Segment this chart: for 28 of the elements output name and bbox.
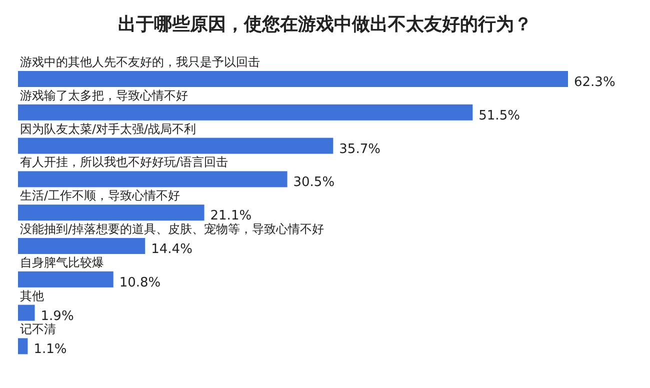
data-label: 1.1% bbox=[34, 342, 67, 358]
bar bbox=[18, 71, 568, 87]
y-tick-label: 有人开挂，所以我也不好好玩/语言回击 bbox=[20, 155, 228, 170]
data-label: 10.8% bbox=[119, 275, 161, 290]
chart-title: 出于哪些原因，使您在游戏中做出不太友好的行为？ bbox=[118, 14, 532, 35]
bar bbox=[18, 171, 288, 188]
bar bbox=[18, 304, 35, 321]
bar bbox=[18, 204, 204, 221]
y-tick-label: 自身脾气比较爆 bbox=[20, 255, 104, 270]
y-tick-label: 生活/工作不顺，导致心情不好 bbox=[20, 188, 180, 203]
bar bbox=[18, 138, 334, 154]
y-tick-label: 其他 bbox=[20, 288, 44, 303]
y-tick-label: 游戏中的其他人先不友好的，我只是予以回击 bbox=[20, 55, 260, 69]
bar bbox=[18, 238, 146, 254]
data-label: 14.4% bbox=[151, 242, 192, 257]
y-tick-label: 没能抽到/掉落想要的道具、皮肤、宠物等，导致心情不好 bbox=[20, 222, 324, 236]
y-tick-label: 游戏输了太多把，导致心情不好 bbox=[20, 88, 188, 102]
data-label: 1.9% bbox=[40, 308, 74, 324]
y-tick-label: 因为队友太菜/对手太强/战局不利 bbox=[20, 122, 196, 136]
data-label: 51.5% bbox=[478, 108, 520, 124]
y-tick-label: 记不清 bbox=[20, 322, 56, 336]
bar bbox=[18, 338, 28, 354]
data-label: 62.3% bbox=[574, 75, 616, 90]
data-label: 21.1% bbox=[210, 208, 252, 224]
data-label: 30.5% bbox=[293, 175, 335, 190]
data-label: 35.7% bbox=[339, 142, 380, 157]
bar bbox=[18, 271, 114, 288]
bar bbox=[18, 104, 473, 120]
